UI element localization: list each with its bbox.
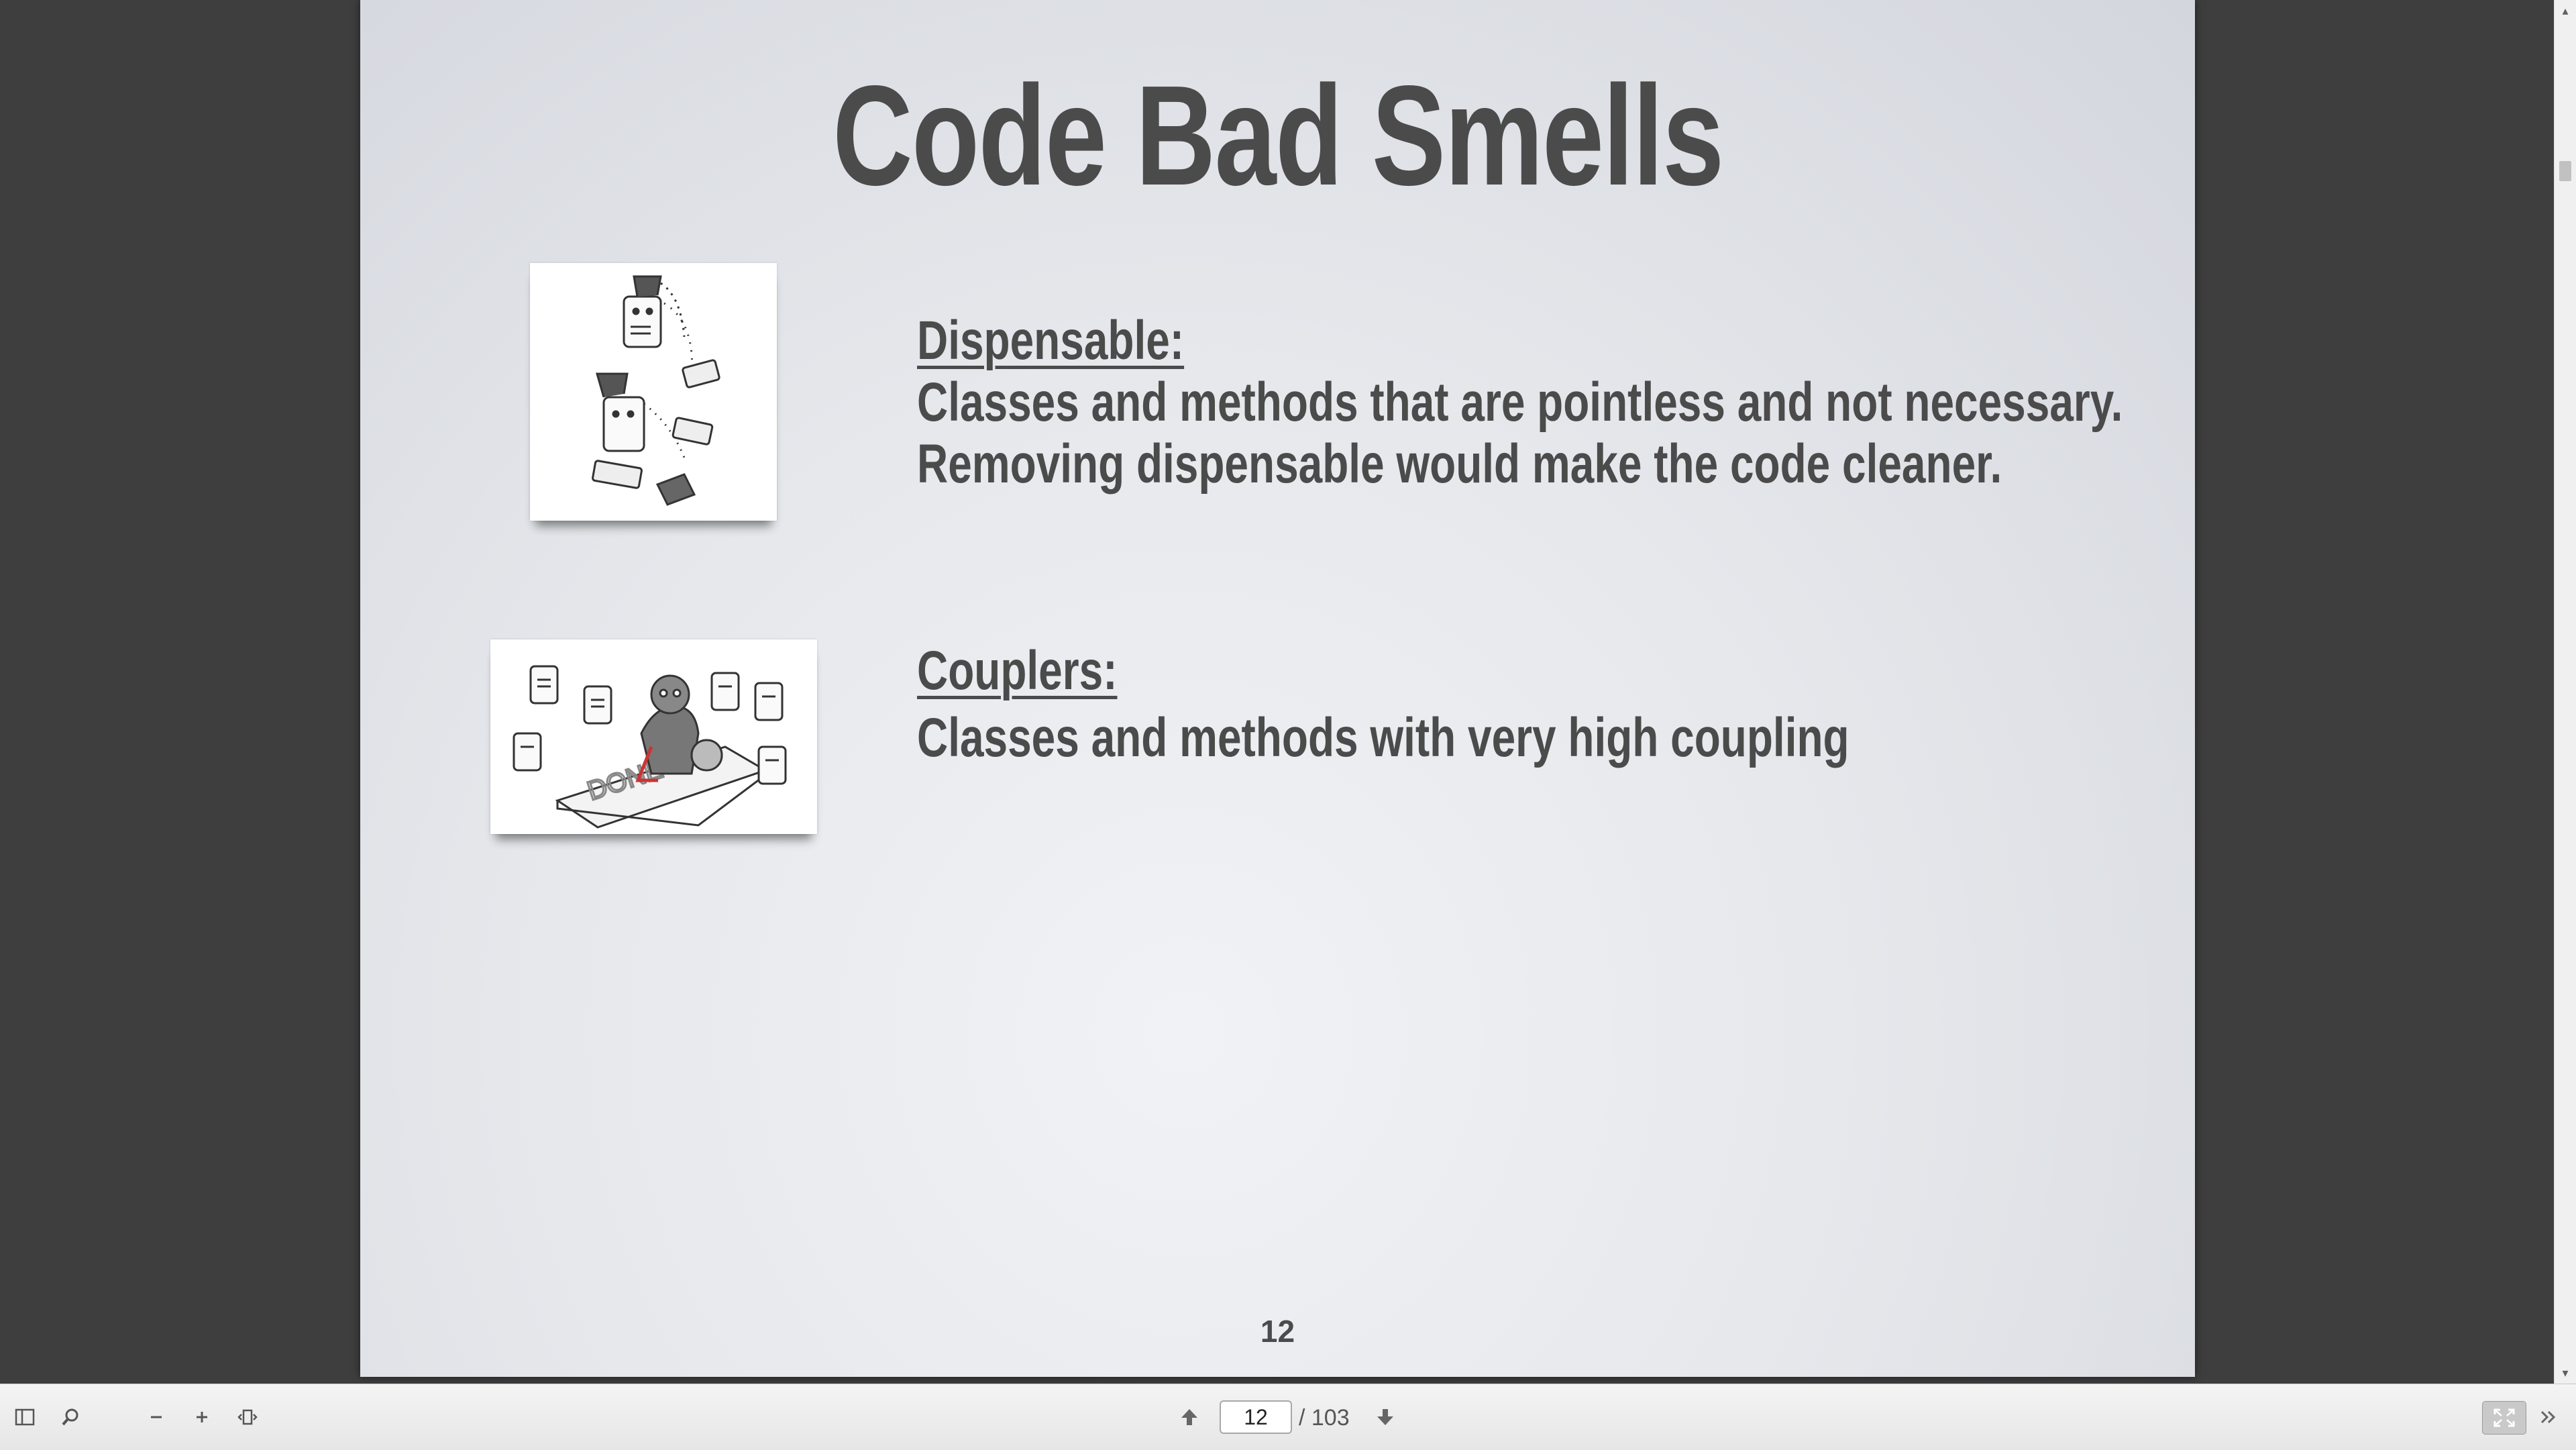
search-icon <box>62 1408 78 1426</box>
next-page-button[interactable] <box>1368 1400 1402 1434</box>
viewer-toolbar: / 103 <box>0 1384 2576 1450</box>
scroll-up-arrow-icon[interactable]: ▴ <box>2562 4 2569 17</box>
arrow-down-icon <box>1377 1409 1393 1425</box>
total-pages-label: / 103 <box>1299 1405 1350 1431</box>
couplers-illustration: DONE <box>490 639 817 834</box>
paper-characters-pouring-icon <box>592 275 720 506</box>
fit-page-button[interactable] <box>231 1400 264 1434</box>
scroll-thumb[interactable] <box>2559 161 2571 181</box>
fit-width-icon <box>237 1409 258 1425</box>
arrow-up-icon <box>1181 1409 1197 1425</box>
sidebar-toggle-button[interactable] <box>8 1400 42 1434</box>
sidebar-toggle-icon <box>15 1408 35 1426</box>
section-line: Classes and methods that are pointless a… <box>917 372 2123 433</box>
fullscreen-button[interactable] <box>2482 1401 2526 1435</box>
section-heading: Dispensable: <box>917 310 1185 371</box>
raccoon-roller-icon: DONE <box>513 665 787 829</box>
plus-icon <box>197 1412 207 1422</box>
minus-icon <box>151 1416 162 1418</box>
document-viewer[interactable]: Code Bad Smells <box>0 0 2555 1384</box>
more-tools-button[interactable] <box>2532 1400 2565 1434</box>
slide-page-number: 12 <box>1260 1314 1295 1349</box>
fullscreen-icon <box>2493 1408 2515 1427</box>
vertical-scrollbar[interactable]: ▴ ▾ <box>2554 0 2576 1384</box>
zoom-out-button[interactable] <box>140 1400 173 1434</box>
slide-title: Code Bad Smells <box>832 56 1724 215</box>
double-chevron-icon <box>2540 1410 2556 1424</box>
page-number-input[interactable] <box>1220 1400 1292 1434</box>
scroll-down-arrow-icon[interactable]: ▾ <box>2562 1366 2569 1380</box>
section-heading: Couplers: <box>917 640 1118 701</box>
couplers-section: Couplers: Classes and methods with very … <box>917 640 2112 769</box>
dispensable-illustration <box>530 263 777 521</box>
dispensable-section: Dispensable: Classes and methods that ar… <box>917 310 2463 495</box>
search-button[interactable] <box>54 1400 87 1434</box>
zoom-in-button[interactable] <box>185 1400 219 1434</box>
slide-page: Code Bad Smells <box>360 0 2195 1377</box>
section-line: Removing dispensable would make the code… <box>917 433 2002 495</box>
previous-page-button[interactable] <box>1173 1400 1206 1434</box>
section-line: Classes and methods with very high coupl… <box>917 707 1849 768</box>
